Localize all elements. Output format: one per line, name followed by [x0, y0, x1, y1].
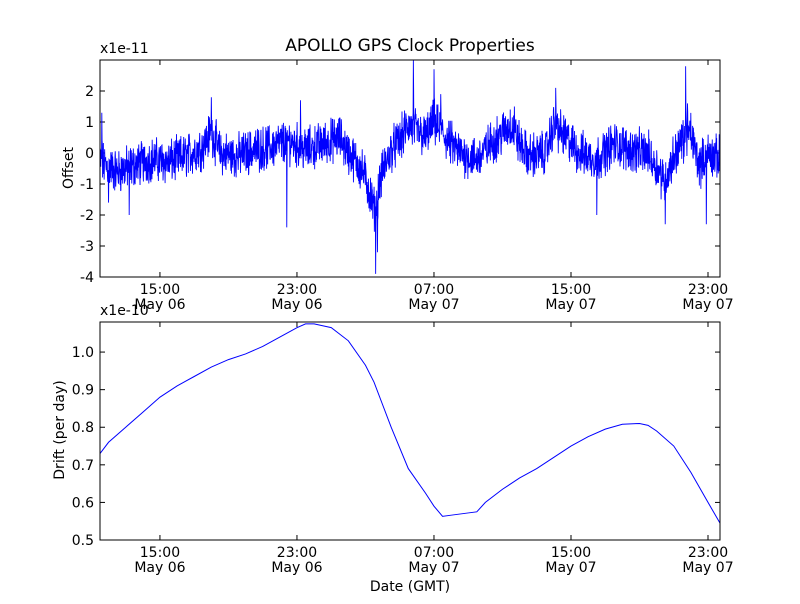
drift-plot-border — [99, 321, 721, 541]
y-tick-label: 1.0 — [72, 345, 94, 361]
drift-series — [99, 323, 721, 524]
x-axis-label: Date (GMT) — [370, 579, 450, 595]
y-tick-label: -3 — [80, 239, 94, 255]
y-tick-label: 0.9 — [72, 383, 94, 399]
y-tick-label: -4 — [80, 270, 94, 286]
x-tick-label: 15:00 — [140, 545, 180, 561]
x-tick-label: 15:00 — [551, 545, 591, 561]
x-tick-date-label: May 07 — [682, 560, 733, 576]
x-tick-label: 07:00 — [414, 545, 454, 561]
offset-series — [99, 59, 721, 274]
x-tick-label: 23:00 — [277, 282, 317, 298]
y-tick-label: 2 — [85, 84, 94, 100]
y-tick-label: 0.6 — [72, 495, 94, 511]
x-tick-date-label: May 06 — [271, 560, 322, 576]
x-tick-date-label: May 07 — [408, 297, 459, 313]
x-tick-date-label: May 06 — [271, 297, 322, 313]
x-tick-date-label: May 06 — [134, 297, 185, 313]
y-tick-label: 0.7 — [72, 458, 94, 474]
drift-plot-area — [100, 322, 720, 540]
offset-y-axis-label: Offset — [61, 146, 77, 189]
y-tick-label: -1 — [80, 177, 94, 193]
x-tick-label: 23:00 — [277, 545, 317, 561]
x-tick-date-label: May 07 — [408, 560, 459, 576]
y-tick-label: 0.5 — [72, 533, 94, 549]
chart-title: APOLLO GPS Clock Properties — [285, 36, 535, 56]
y-tick-label: 1 — [85, 115, 94, 131]
y-tick-label: 0.8 — [72, 420, 94, 436]
offset-scale-label: x1e-11 — [100, 41, 149, 57]
offset-line — [99, 59, 721, 274]
x-tick-label: 23:00 — [688, 545, 728, 561]
y-tick-label: 0 — [85, 146, 94, 162]
x-tick-date-label: May 07 — [545, 560, 596, 576]
x-tick-date-label: May 07 — [682, 297, 733, 313]
x-tick-label: 07:00 — [414, 282, 454, 298]
x-tick-label: 15:00 — [551, 282, 591, 298]
y-tick-label: -2 — [80, 208, 94, 224]
drift-y-axis-label: Drift (per day) — [52, 380, 68, 479]
x-tick-date-label: May 06 — [134, 560, 185, 576]
x-tick-label: 23:00 — [688, 282, 728, 298]
x-tick-label: 15:00 — [140, 282, 180, 298]
x-tick-date-label: May 07 — [545, 297, 596, 313]
drift-line — [99, 323, 721, 524]
drift-scale-label: x1e-10 — [100, 303, 149, 319]
offset-plot-border — [99, 59, 721, 278]
